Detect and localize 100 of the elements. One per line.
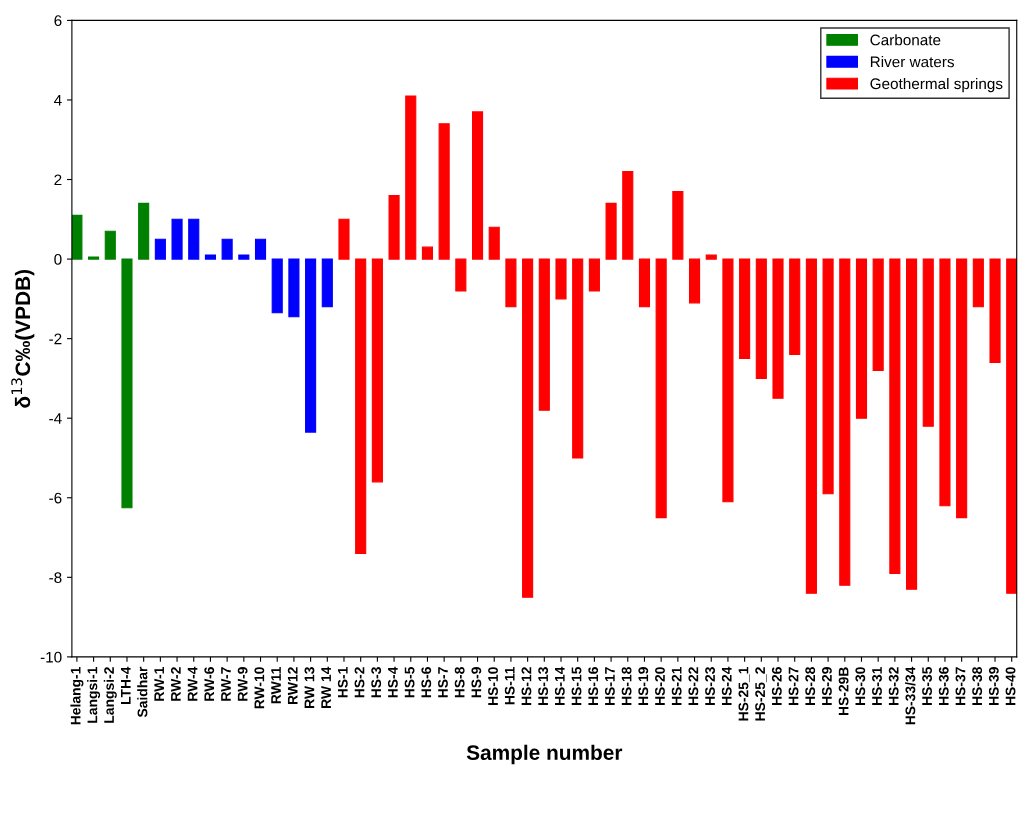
x-tick-label: HS-36 [938,667,949,706]
bar [188,218,200,260]
bar [905,258,918,590]
bar [789,258,801,356]
bar [104,230,116,260]
y-tick-label: 2 [54,174,62,186]
x-tick-label: HS-5 [404,666,415,698]
x-tick-label: Helang-1 [70,666,84,725]
x-tick-label: RW-9 [237,667,248,701]
x-tick-label: RW-6 [204,667,215,701]
x-tick-label: HS-28 [805,667,816,706]
bar [705,254,717,260]
legend-label: Carbonate [870,34,941,46]
x-tick-label: HS-29B [838,667,849,716]
bar [254,238,267,260]
bar [488,226,500,260]
x-tick-label: HS-2 [354,667,365,698]
bar [572,258,584,459]
x-tick-label: HS-3 [371,667,382,698]
bar [522,258,534,598]
x-tick-label: RW-2 [170,667,181,701]
x-tick-label: HS-35 [922,666,932,706]
x-tick-label: HS-26 [771,667,782,706]
bar [338,218,350,260]
y-tick-label: -10 [40,651,62,663]
x-tick-label: Langsi-1 [87,666,101,723]
bar [154,238,166,260]
x-tick-label: HS-9 [471,667,482,698]
y-tick-label: -8 [49,572,62,584]
bar [271,258,283,314]
x-tick-label: HS-24 [721,666,732,706]
y-tick-label: -2 [49,333,62,345]
x-tick-label: HS-39 [988,667,999,706]
bar [238,254,250,260]
x-tick-label: HS-27 [788,667,799,706]
x-tick-label: HS-11 [504,666,515,705]
x-tick-label: HS-33/34 [905,666,916,725]
bar [622,171,634,260]
bar [471,111,484,260]
x-tick-label: HS-7 [438,667,448,698]
x-tick-label: HS-21 [671,666,682,706]
bar [221,238,233,260]
bar [839,258,851,586]
x-tick-label: RW-4 [187,666,198,701]
x-tick-label: HS-16 [588,667,599,706]
bar [889,258,901,574]
x-tick-label: HS-8 [454,667,465,698]
x-tick-label: HS-4 [387,666,398,698]
x-tick-label: HS-15 [571,666,582,706]
bar [405,95,417,260]
bar [505,258,517,308]
x-axis-title: Sample number [466,744,623,765]
x-tick-label: HS-19 [638,667,649,706]
x-tick-label: HS-22 [688,667,699,706]
x-tick-label: HS-13 [538,667,549,706]
y-tick-label: 4 [54,94,62,106]
y-tick-label: 0 [54,253,62,265]
x-tick-label: HS-32 [888,667,899,706]
y-axis-title: δ$^{13}$C‰(VPDB) [11,269,35,408]
bar [371,258,383,483]
bar [872,258,884,372]
bar [855,258,868,419]
bar [939,258,951,507]
bar [421,246,434,260]
x-tick-label: LTH-4 [121,666,131,704]
x-tick-label: RW 14 [321,666,331,708]
x-tick-label: HS-23 [705,667,715,706]
bar [305,258,317,433]
x-tick-label: HS-6 [421,667,432,698]
bar [739,258,751,360]
x-tick-label: Langsi-2 [103,667,117,723]
x-tick-label: HS-25_2 [755,667,767,721]
x-tick-label: HS-18 [621,667,632,706]
bar [638,258,651,308]
bar [772,258,784,399]
bar [388,194,400,260]
bar [138,202,150,260]
legend-label: River waters [870,56,955,68]
x-tick-label: HS-1 [337,666,348,698]
x-tick-label: HS-17 [604,667,615,706]
x-tick-label: HS-14 [554,666,565,706]
x-tick-label: RW 13 [304,667,315,708]
legend-label: Geothermal springs [870,77,1003,93]
x-tick-label: RW-10 [254,667,265,709]
bar [171,218,183,260]
bar [555,258,567,300]
bar [438,123,450,260]
bar [972,258,984,308]
x-tick-label: HS-25_1 [738,666,750,721]
bar [605,202,617,260]
x-tick-label: RW-1 [154,666,164,701]
bar [455,258,467,292]
bar [722,258,734,503]
x-tick-label: HS-20 [655,667,665,706]
bar [989,258,1001,364]
bar [956,258,968,519]
y-tick-label: -6 [49,492,62,504]
bar [672,190,684,260]
bar [288,258,300,318]
bar [688,258,701,304]
